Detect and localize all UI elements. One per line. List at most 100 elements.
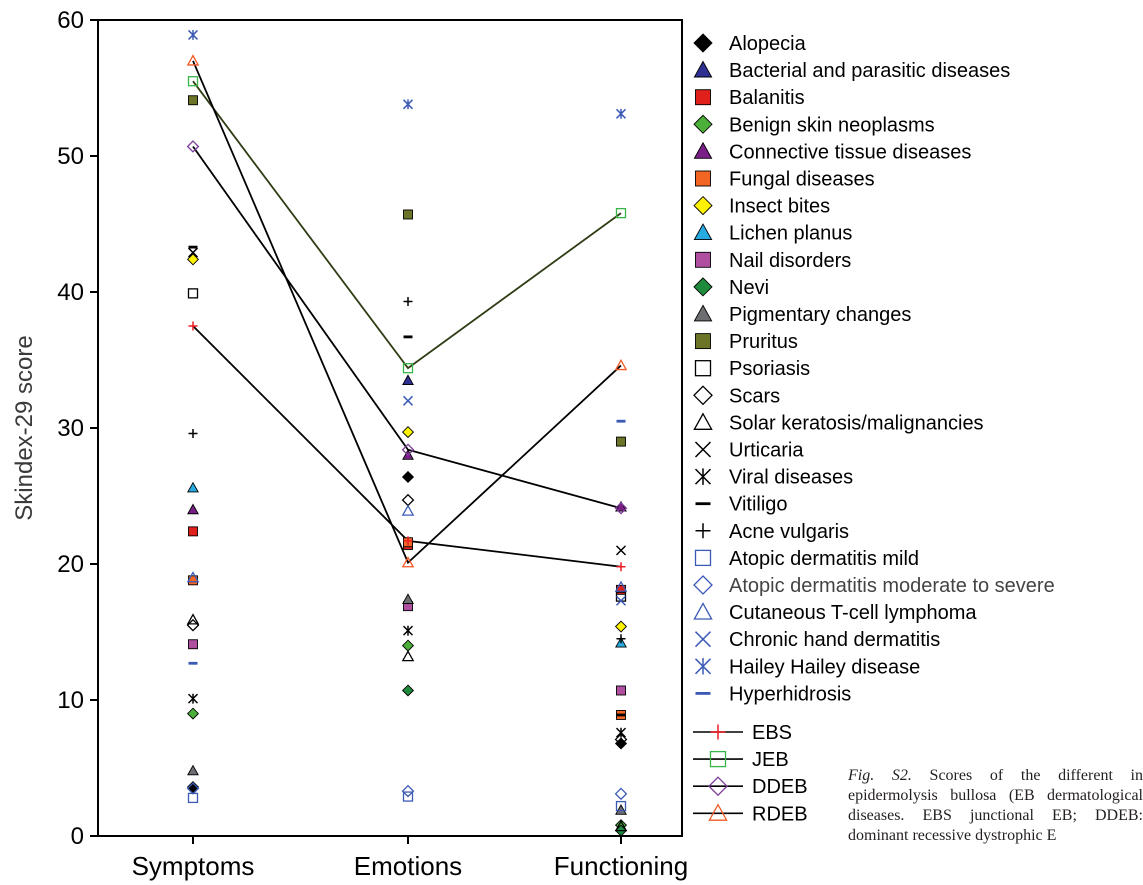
data-point (187, 693, 199, 704)
data-point (187, 247, 199, 258)
data-point (616, 634, 626, 644)
data-point (614, 580, 628, 592)
plot-area (97, 19, 683, 837)
legend-label: Hyperhidrosis (729, 683, 851, 705)
data-point (615, 545, 627, 556)
legend-label: Connective tissue diseases (729, 141, 971, 163)
data-point (615, 804, 627, 815)
series-line (192, 80, 622, 370)
y-tick-label: 40 (57, 279, 84, 306)
legend-item: Psoriasis (694, 358, 810, 380)
data-point (401, 639, 415, 652)
legend-label: Pigmentary changes (729, 304, 911, 326)
data-point (401, 784, 415, 798)
data-point (616, 419, 626, 423)
legend-label: Psoriasis (729, 358, 810, 380)
legend-item: Balanitis (695, 87, 805, 109)
legend-item: Nail disorders (695, 250, 851, 272)
legend-marker (695, 170, 711, 187)
data-point (188, 428, 198, 438)
data-point (401, 649, 415, 662)
legend-marker (694, 468, 712, 485)
legend-item: Vitiligo (695, 494, 788, 516)
data-point (186, 782, 200, 795)
data-point (188, 245, 198, 249)
legend-marker (694, 549, 712, 567)
legend-label: JEB (752, 749, 789, 771)
series-line (192, 325, 622, 568)
legend-marker (693, 575, 713, 595)
x-tick-label: Emotions (354, 851, 462, 881)
legend-item: Cutaneous T-cell lymphoma (693, 602, 977, 624)
data-point (614, 501, 628, 515)
legend: Alopecia Bacterial and parasitic diseases… (693, 33, 1055, 825)
y-tick-label: 10 (57, 687, 84, 714)
legend-item: DDEB (693, 776, 808, 798)
data-point (615, 500, 627, 512)
legend-label: DDEB (752, 776, 808, 798)
legend-label: Pruritus (729, 331, 798, 353)
legend-marker (695, 692, 711, 695)
legend-marker (694, 360, 712, 377)
legend-marker (708, 803, 728, 821)
data-point (186, 140, 200, 153)
data-point (403, 536, 413, 546)
data-point (615, 800, 627, 812)
x-tick-label: Symptoms (132, 851, 255, 881)
data-point (615, 207, 627, 219)
legend-marker (693, 33, 713, 53)
legend-item: EBS (693, 722, 792, 744)
legend-item: Chronic hand dermatitis (694, 629, 940, 651)
data-point (186, 54, 200, 66)
data-point (616, 562, 626, 572)
legend-item: Nevi (693, 277, 769, 299)
data-point (402, 99, 414, 110)
legend-item: RDEB (693, 803, 808, 825)
legend-marker (694, 658, 712, 675)
legend-item: Atopic dermatitis moderate to severe (693, 575, 1055, 597)
legend-label: Chronic hand dermatitis (729, 629, 940, 651)
data-point (403, 297, 413, 307)
legend-item: Fungal diseases (695, 169, 875, 191)
data-point (187, 503, 199, 515)
legend-item: Alopecia (693, 33, 807, 55)
data-point (186, 571, 200, 583)
legend-marker (694, 441, 712, 458)
legend-marker (693, 114, 713, 134)
data-point (403, 335, 413, 339)
legend-item: Bacterial and parasitic diseases (693, 60, 1010, 82)
legend-marker (709, 750, 727, 768)
legend-label: Urticaria (729, 440, 804, 462)
data-point (401, 504, 415, 516)
legend-label: Nevi (729, 277, 769, 299)
legend-item: Viral diseases (694, 467, 853, 489)
data-point (186, 613, 200, 625)
data-point (188, 321, 198, 331)
legend-label: Solar keratosis/malignancies (729, 412, 984, 434)
legend-marker (693, 385, 713, 406)
legend-item: Benign skin neoplasms (693, 114, 935, 136)
legend-label: Atopic dermatitis moderate to severe (729, 575, 1055, 597)
data-point (614, 737, 628, 750)
legend-label: Vitiligo (729, 494, 788, 516)
data-point (615, 595, 627, 606)
legend-marker (693, 195, 713, 216)
data-point (401, 470, 415, 483)
series-line (192, 60, 622, 565)
data-point (188, 639, 198, 650)
legend-label: Lichen planus (729, 223, 852, 245)
data-point (187, 76, 199, 87)
data-point (188, 95, 198, 106)
data-point (186, 253, 200, 266)
data-point (187, 481, 199, 493)
x-axis: Symptoms Emotions Functioning (132, 836, 688, 881)
data-point (615, 727, 627, 738)
legend-marker (695, 251, 711, 268)
legend-marker (693, 304, 713, 322)
data-point (616, 713, 626, 717)
legend-marker (693, 277, 713, 297)
y-tick-label: 50 (57, 143, 84, 170)
legend-marker (695, 523, 711, 539)
data-point (616, 685, 626, 696)
legend-item: Lichen planus (693, 223, 852, 245)
